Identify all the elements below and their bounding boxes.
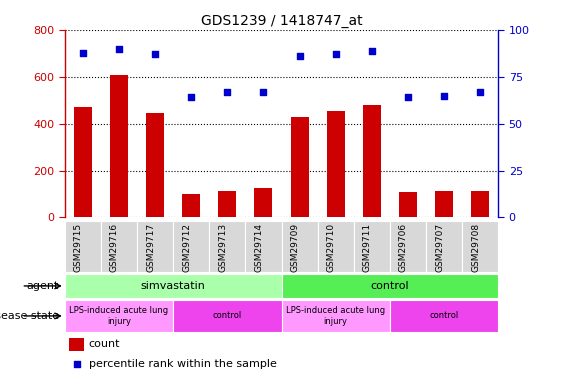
Text: GSM29711: GSM29711 [363,223,372,272]
Point [150,51,159,57]
Text: control: control [213,311,242,320]
Bar [426,221,462,272]
Bar [69,338,84,351]
Text: simvastatin: simvastatin [141,281,205,291]
Text: control: control [370,281,409,291]
Text: GSM29710: GSM29710 [327,223,336,272]
Bar [282,300,390,332]
Bar [65,274,282,298]
Text: GSM29707: GSM29707 [435,223,444,272]
Bar [462,221,498,272]
Point [259,89,268,95]
Text: GSM29709: GSM29709 [291,223,300,272]
Bar [435,190,453,217]
Bar [173,300,282,332]
Text: GSM29715: GSM29715 [74,223,83,272]
Text: GSM29713: GSM29713 [218,223,227,272]
Point [476,89,485,95]
Bar [101,221,137,272]
Bar [146,113,164,218]
Text: count: count [88,339,120,349]
Bar [327,111,345,218]
Text: agent: agent [26,281,59,291]
Text: disease state: disease state [0,311,59,321]
Bar [282,221,318,272]
Point [404,94,413,100]
Bar [173,221,209,272]
Bar [110,75,128,217]
Text: GSM29714: GSM29714 [254,223,263,272]
Text: GSM29712: GSM29712 [182,223,191,272]
Bar [65,300,173,332]
Point [78,50,87,55]
Text: GSM29708: GSM29708 [471,223,480,272]
Bar [282,274,498,298]
Text: LPS-induced acute lung
injury: LPS-induced acute lung injury [286,306,385,326]
Bar [390,300,498,332]
Bar [65,221,101,272]
Point [367,48,376,54]
Bar [74,107,92,218]
Bar [209,221,245,272]
Bar [245,221,282,272]
Point [331,51,340,57]
Bar [137,221,173,272]
Text: GSM29716: GSM29716 [110,223,119,272]
Text: GSM29706: GSM29706 [399,223,408,272]
Point [72,361,81,367]
Bar [471,190,489,217]
Bar [318,221,354,272]
Point [114,46,123,52]
Bar [291,117,309,218]
Point [187,94,196,100]
Point [295,53,304,59]
Title: GDS1239 / 1418747_at: GDS1239 / 1418747_at [200,13,363,28]
Bar [182,194,200,217]
Point [440,93,449,99]
Text: GSM29717: GSM29717 [146,223,155,272]
Text: LPS-induced acute lung
injury: LPS-induced acute lung injury [69,306,168,326]
Bar [354,221,390,272]
Bar [363,105,381,218]
Bar [390,221,426,272]
Bar [218,190,236,217]
Bar [399,192,417,217]
Point [223,89,232,95]
Text: control: control [430,311,459,320]
Text: percentile rank within the sample: percentile rank within the sample [88,359,276,369]
Bar [254,188,272,218]
